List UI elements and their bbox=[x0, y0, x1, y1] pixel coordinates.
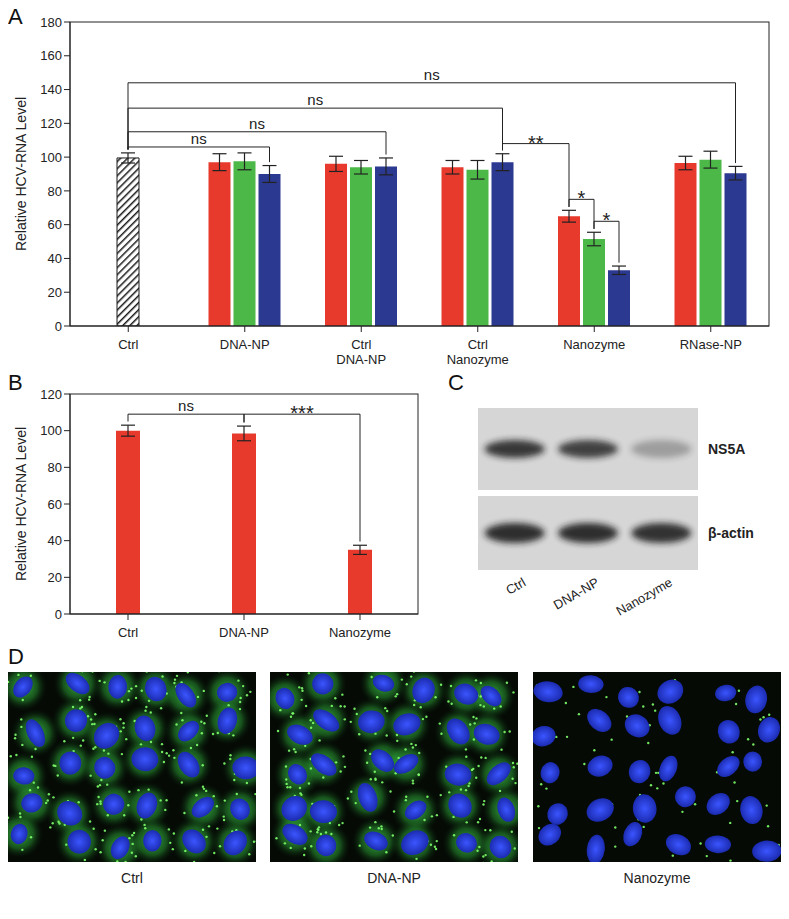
svg-text:RNase-NP: RNase-NP bbox=[680, 337, 742, 352]
svg-text:160: 160 bbox=[40, 48, 62, 63]
svg-text:Relative HCV-RNA Level: Relative HCV-RNA Level bbox=[13, 97, 29, 251]
svg-text:ns: ns bbox=[191, 130, 207, 147]
svg-text:Nanozyme: Nanozyme bbox=[614, 575, 675, 619]
svg-text:DNA-NP: DNA-NP bbox=[551, 575, 602, 613]
svg-text:120: 120 bbox=[40, 387, 62, 402]
svg-text:40: 40 bbox=[48, 533, 62, 548]
svg-text:Relative HCV-RNA Level: Relative HCV-RNA Level bbox=[13, 427, 29, 581]
svg-text:140: 140 bbox=[40, 82, 62, 97]
svg-text:Ctrl: Ctrl bbox=[503, 575, 528, 598]
svg-text:ns: ns bbox=[307, 91, 323, 108]
svg-text:ns: ns bbox=[424, 66, 440, 83]
svg-text:100: 100 bbox=[40, 423, 62, 438]
svg-text:80: 80 bbox=[48, 184, 62, 199]
svg-text:Ctrl: Ctrl bbox=[118, 625, 138, 640]
svg-text:120: 120 bbox=[40, 116, 62, 131]
svg-text:40: 40 bbox=[48, 251, 62, 266]
svg-text:Ctrl: Ctrl bbox=[118, 337, 138, 352]
svg-text:*: * bbox=[578, 187, 586, 209]
svg-text:Nanozyme: Nanozyme bbox=[329, 625, 391, 640]
svg-text:ns: ns bbox=[178, 397, 194, 414]
svg-text:Nanozyme: Nanozyme bbox=[563, 337, 625, 352]
svg-text:0: 0 bbox=[55, 607, 62, 622]
svg-text:ns: ns bbox=[249, 115, 265, 132]
svg-text:DNA-NP: DNA-NP bbox=[220, 337, 270, 352]
svg-text:CtrlNanozyme: CtrlNanozyme bbox=[447, 337, 509, 367]
svg-text:β-actin: β-actin bbox=[708, 525, 754, 541]
html-text:D: D bbox=[8, 644, 24, 669]
html-text:C: C bbox=[448, 370, 464, 395]
html-text:Nanozyme: Nanozyme bbox=[623, 870, 691, 886]
svg-text:DNA-NP: DNA-NP bbox=[219, 625, 269, 640]
svg-text:NS5A: NS5A bbox=[708, 441, 745, 457]
svg-text:CtrlDNA-NP: CtrlDNA-NP bbox=[336, 337, 386, 367]
svg-text:100: 100 bbox=[40, 150, 62, 165]
html-text:B: B bbox=[8, 370, 23, 395]
svg-text:180: 180 bbox=[40, 15, 62, 30]
svg-text:***: *** bbox=[290, 402, 314, 424]
svg-text:60: 60 bbox=[48, 497, 62, 512]
svg-text:*: * bbox=[603, 209, 611, 231]
svg-text:20: 20 bbox=[48, 570, 62, 585]
html-text:Ctrl: Ctrl bbox=[121, 870, 143, 886]
html-text:A: A bbox=[8, 4, 23, 29]
svg-text:20: 20 bbox=[48, 285, 62, 300]
html-text:DNA-NP: DNA-NP bbox=[367, 870, 421, 886]
svg-text:60: 60 bbox=[48, 217, 62, 232]
svg-text:80: 80 bbox=[48, 460, 62, 475]
svg-text:0: 0 bbox=[55, 319, 62, 334]
svg-text:**: ** bbox=[528, 132, 544, 154]
